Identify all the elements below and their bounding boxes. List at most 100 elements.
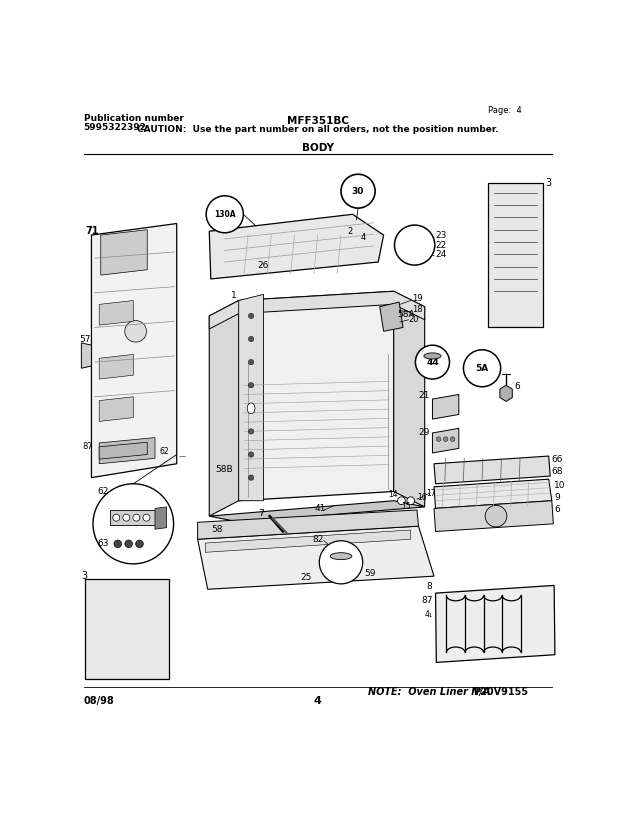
Text: BODY: BODY: [302, 143, 334, 153]
Polygon shape: [198, 526, 434, 589]
Polygon shape: [489, 183, 542, 328]
Text: 29: 29: [418, 429, 429, 437]
Circle shape: [125, 540, 133, 548]
Polygon shape: [99, 300, 133, 325]
Circle shape: [407, 497, 415, 505]
Text: 63: 63: [97, 538, 108, 548]
Polygon shape: [81, 343, 92, 369]
Text: 8: 8: [427, 583, 433, 591]
Polygon shape: [99, 437, 155, 464]
Polygon shape: [434, 456, 551, 484]
Polygon shape: [92, 223, 177, 477]
Text: 16: 16: [417, 493, 427, 502]
Text: 14: 14: [388, 490, 397, 499]
Polygon shape: [155, 507, 167, 529]
Text: 62: 62: [97, 487, 108, 496]
Text: NOTE:  Oven Liner N/A: NOTE: Oven Liner N/A: [368, 687, 490, 697]
Text: 4: 4: [314, 696, 322, 706]
Polygon shape: [500, 385, 512, 401]
Polygon shape: [99, 397, 133, 421]
Text: 57: 57: [79, 334, 91, 344]
Text: 22: 22: [435, 241, 447, 250]
Circle shape: [436, 436, 441, 441]
Text: 62: 62: [159, 447, 169, 456]
Circle shape: [443, 436, 448, 441]
Text: 87: 87: [421, 596, 433, 605]
Circle shape: [394, 225, 435, 265]
Circle shape: [463, 349, 501, 387]
Text: 82: 82: [312, 535, 324, 543]
Polygon shape: [210, 501, 425, 522]
Text: 58A: 58A: [397, 310, 414, 319]
Text: CAUTION:  Use the part number on all orders, not the position number.: CAUTION: Use the part number on all orde…: [137, 125, 498, 134]
Text: 1: 1: [231, 292, 236, 300]
Polygon shape: [100, 230, 148, 275]
Polygon shape: [329, 554, 353, 574]
Text: MFF351BC: MFF351BC: [286, 115, 348, 125]
Circle shape: [415, 345, 450, 379]
Polygon shape: [110, 510, 156, 525]
Text: 20: 20: [409, 314, 419, 324]
Circle shape: [143, 514, 150, 521]
Text: 24: 24: [435, 250, 447, 259]
Text: Publication number: Publication number: [84, 115, 184, 123]
Text: 23: 23: [435, 232, 447, 240]
Text: 5A: 5A: [476, 364, 489, 373]
Ellipse shape: [330, 553, 352, 559]
Circle shape: [136, 540, 143, 548]
Ellipse shape: [424, 353, 441, 359]
Polygon shape: [379, 302, 403, 331]
Ellipse shape: [247, 403, 255, 414]
Text: 6: 6: [515, 382, 520, 391]
Circle shape: [125, 320, 146, 342]
Circle shape: [249, 405, 254, 411]
Circle shape: [249, 383, 254, 388]
Text: 4₁: 4₁: [425, 610, 433, 619]
Polygon shape: [433, 428, 459, 453]
Text: —: —: [179, 453, 185, 459]
Text: 30: 30: [352, 186, 364, 196]
Text: 9: 9: [554, 493, 560, 502]
Text: Page:  4: Page: 4: [489, 106, 522, 115]
Text: 18: 18: [412, 305, 423, 314]
Circle shape: [93, 484, 174, 563]
Text: 21: 21: [418, 391, 429, 400]
Text: 59: 59: [365, 569, 376, 579]
Polygon shape: [86, 579, 169, 680]
Circle shape: [450, 436, 455, 441]
Circle shape: [123, 514, 130, 521]
Circle shape: [249, 336, 254, 342]
Text: 19: 19: [412, 294, 423, 303]
Text: 17: 17: [427, 488, 436, 497]
Circle shape: [249, 451, 254, 457]
Polygon shape: [210, 214, 384, 279]
Circle shape: [206, 196, 243, 232]
Polygon shape: [434, 479, 552, 508]
Text: 58: 58: [211, 526, 223, 534]
Polygon shape: [198, 510, 418, 539]
Circle shape: [249, 429, 254, 434]
Polygon shape: [210, 300, 239, 516]
Polygon shape: [435, 585, 555, 662]
Text: 4: 4: [360, 233, 366, 242]
Circle shape: [319, 541, 363, 584]
Text: 08/98: 08/98: [84, 696, 115, 706]
Circle shape: [397, 497, 405, 505]
Text: 44: 44: [426, 358, 439, 367]
Circle shape: [341, 174, 375, 208]
Text: 130A: 130A: [214, 210, 236, 219]
Circle shape: [485, 505, 507, 527]
Polygon shape: [239, 294, 264, 501]
Circle shape: [249, 359, 254, 364]
Polygon shape: [239, 291, 394, 501]
Polygon shape: [394, 291, 425, 507]
Text: 7: 7: [258, 508, 264, 517]
Text: 25: 25: [301, 573, 312, 582]
Polygon shape: [434, 501, 554, 532]
Circle shape: [114, 540, 122, 548]
Text: 5995322392: 5995322392: [84, 124, 146, 132]
Polygon shape: [99, 354, 133, 379]
Circle shape: [113, 514, 120, 521]
Text: 66: 66: [552, 455, 564, 464]
Text: 2: 2: [347, 227, 352, 236]
